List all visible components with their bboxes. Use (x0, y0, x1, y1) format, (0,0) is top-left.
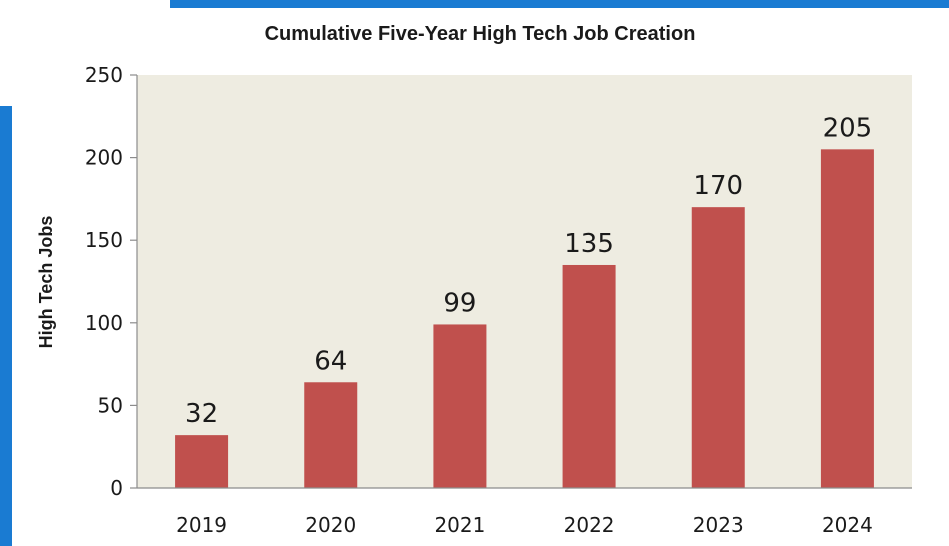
frame-top-left-white (0, 0, 170, 8)
value-label-2023: 170 (693, 171, 743, 201)
x-tick-label-2022: 2022 (564, 513, 615, 537)
value-labels: 32 64 99 135 170 205 (185, 113, 872, 429)
value-label-2019: 32 (185, 399, 218, 429)
y-axis-label: High Tech Jobs (36, 216, 56, 349)
bars (175, 149, 874, 488)
value-label-2022: 135 (564, 229, 614, 259)
bar-2020 (304, 382, 358, 488)
y-tick-label: 200 (85, 146, 123, 170)
plot-area (137, 75, 912, 488)
bar-2023 (691, 207, 745, 488)
y-tick-label: 150 (85, 228, 123, 252)
bar-2019 (175, 435, 229, 488)
x-tick-label-2020: 2020 (305, 513, 356, 537)
frame-top-border (0, 0, 949, 8)
x-tick-label-2023: 2023 (693, 513, 744, 537)
x-tick-label-2024: 2024 (822, 513, 873, 537)
y-tick-label: 0 (110, 476, 123, 500)
chart-title: Cumulative Five-Year High Tech Job Creat… (265, 23, 696, 45)
y-tick-label: 50 (98, 393, 123, 417)
bar-2022 (562, 264, 616, 488)
bar-2021 (433, 324, 487, 488)
x-tick-label-2019: 2019 (176, 513, 227, 537)
value-label-2024: 205 (823, 113, 873, 143)
y-tick-label: 100 (85, 311, 123, 335)
value-label-2021: 99 (443, 288, 476, 318)
x-tick-label-2021: 2021 (434, 513, 485, 537)
frame-left-white (0, 0, 12, 106)
frame-left-border (0, 106, 12, 546)
x-axis-ticks: 2019 2020 2021 2022 2023 2024 (176, 513, 873, 537)
y-axis-ticks: 0 50 100 150 200 250 (85, 63, 137, 500)
value-label-2020: 64 (314, 346, 347, 376)
bar-2024 (820, 149, 874, 488)
y-tick-label: 250 (85, 63, 123, 87)
